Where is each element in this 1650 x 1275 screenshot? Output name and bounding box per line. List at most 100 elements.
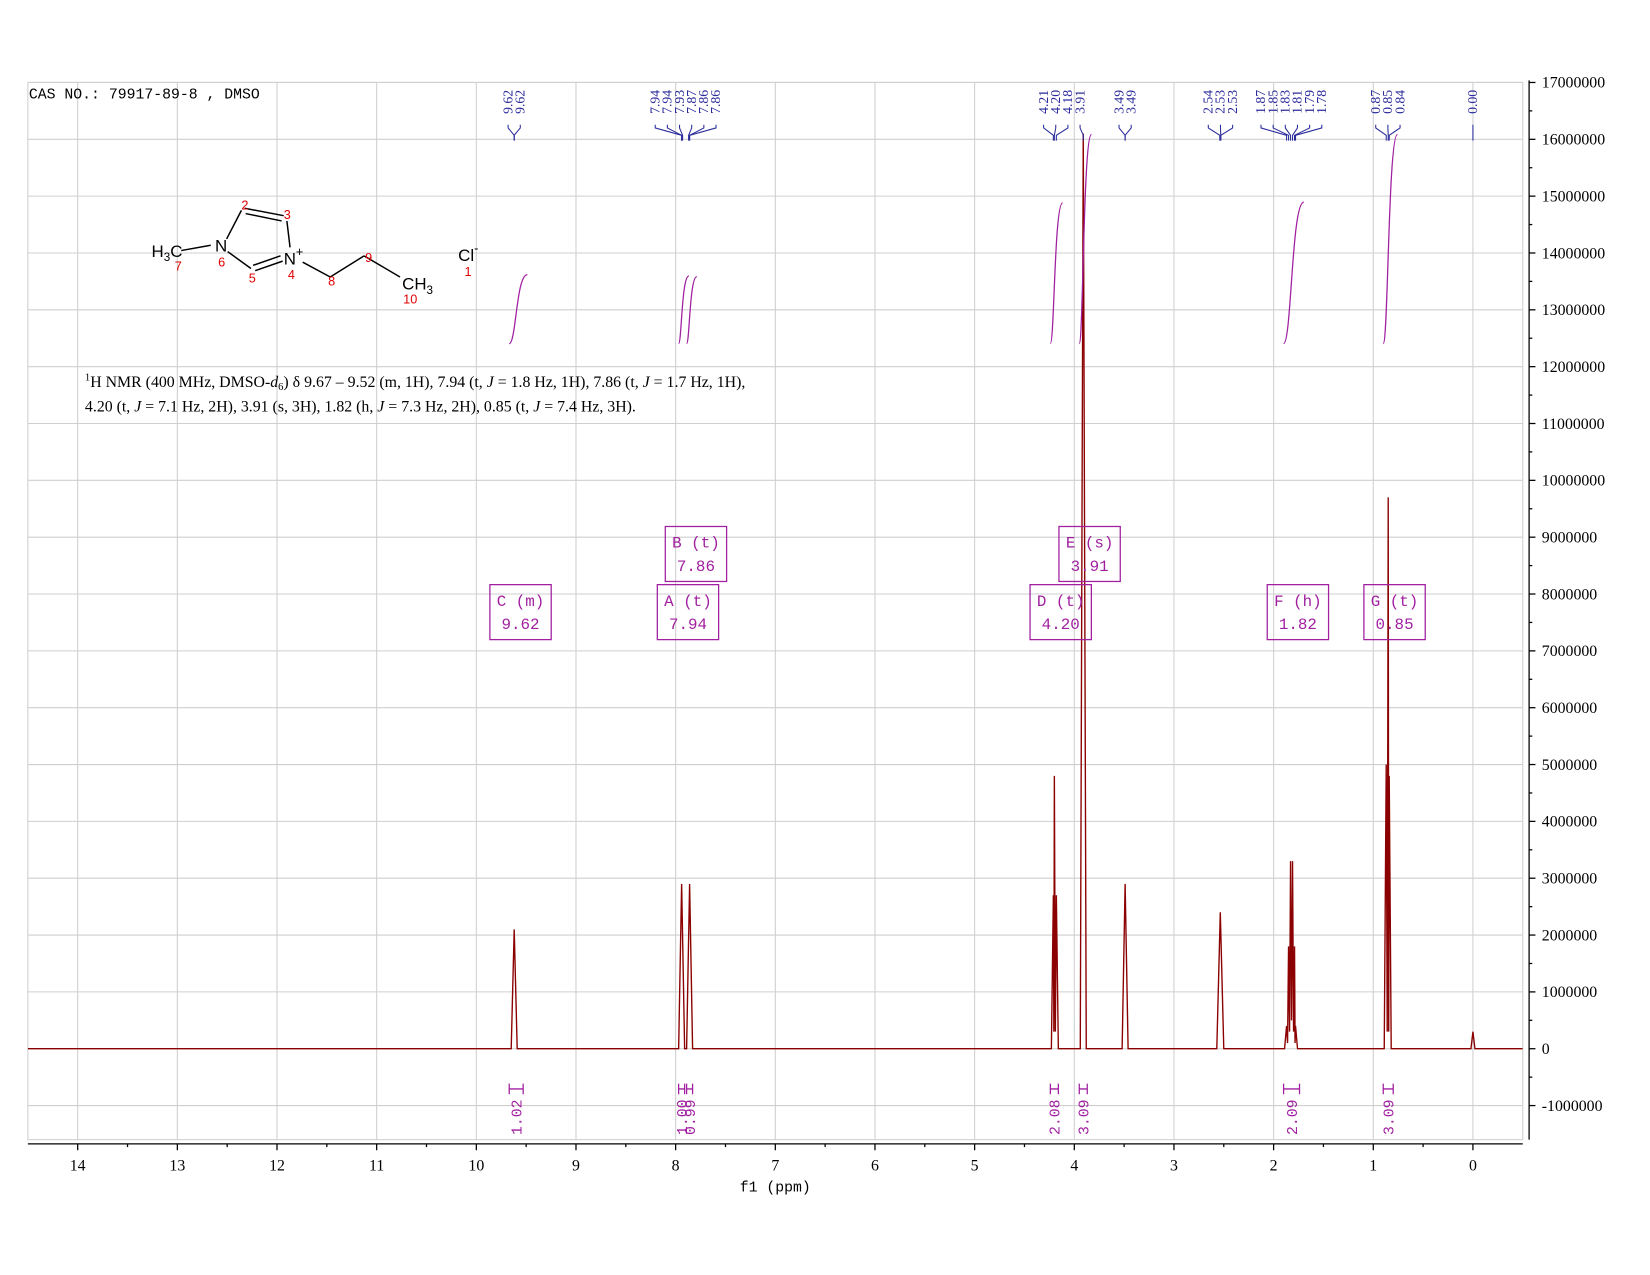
x-tick-label: 0 — [1469, 1157, 1477, 1174]
y-tick-label: 8000000 — [1542, 586, 1598, 603]
integral-bracket — [678, 1083, 686, 1095]
spectrum-line — [27, 133, 1523, 1050]
atom-sub: 3 — [164, 251, 170, 264]
multiplet-box — [1363, 584, 1426, 641]
multiplet-label: G (t) — [1371, 593, 1419, 611]
peak-connector — [1260, 124, 1288, 141]
integral-bracket — [685, 1083, 694, 1095]
y-tick-label: 9000000 — [1542, 529, 1598, 546]
desc-part: 4.20 (t, — [85, 398, 134, 415]
locant: 4 — [288, 268, 295, 282]
multiplet-shift: 1.82 — [1279, 616, 1317, 634]
multiplet-label: B (t) — [672, 535, 720, 553]
y-tick-label: 16000000 — [1542, 132, 1605, 149]
integral-curve — [1282, 201, 1305, 345]
x-tick-label: 2 — [1270, 1157, 1278, 1174]
peak-connector — [1043, 124, 1054, 141]
desc-part: H NMR (400 MHz, DMSO- — [90, 374, 270, 391]
integral-value: 2.08 — [1049, 1100, 1065, 1136]
peak-connector — [1053, 124, 1057, 141]
peak-label: 1.87 — [1253, 90, 1268, 114]
x-tick-label: 7 — [771, 1157, 779, 1174]
bond — [252, 255, 281, 267]
peak-label: 4.21 — [1036, 90, 1051, 114]
bond — [225, 210, 243, 240]
y-tick-label: 12000000 — [1542, 359, 1605, 376]
peak-label: 7.93 — [672, 90, 687, 114]
atom: N — [215, 237, 227, 256]
atom: N+ — [284, 245, 304, 268]
y-tick-label: 7000000 — [1542, 643, 1598, 660]
bond — [181, 244, 211, 252]
peak-label: 2.53 — [1225, 90, 1240, 114]
integral-value: 0.99 — [684, 1100, 700, 1136]
multiplet-label: D (t) — [1037, 593, 1085, 611]
atom: CH3 — [402, 275, 433, 297]
locant: 5 — [249, 271, 256, 285]
multiplet-box — [664, 525, 728, 583]
integral-curve — [1078, 133, 1093, 345]
peak-connector — [1272, 124, 1290, 141]
multiplet-shift: 7.86 — [677, 558, 715, 576]
integral-curve — [685, 275, 698, 345]
peak-label: 7.86 — [708, 90, 723, 114]
multiplet-box — [489, 584, 552, 641]
peak-label: 4.20 — [1048, 90, 1063, 114]
integral-curve — [1382, 133, 1399, 345]
integral-curve — [678, 275, 690, 345]
x-tick-label: 10 — [468, 1157, 484, 1174]
bond — [245, 212, 282, 222]
peak-connector — [507, 124, 515, 141]
atom-charge: + — [296, 245, 303, 259]
multiplet-shift: 0.85 — [1376, 616, 1414, 634]
peak-connector — [1295, 124, 1323, 141]
peak-label: 1.85 — [1265, 90, 1280, 114]
desc-part: J — [533, 398, 541, 415]
x-tick-label: 12 — [269, 1157, 285, 1174]
y-tick-label: 2000000 — [1542, 927, 1598, 944]
atom: Cl- — [458, 242, 478, 265]
multiplet-label: C (m) — [497, 593, 545, 611]
bond — [227, 251, 252, 270]
desc-part: J — [487, 374, 495, 391]
peak-label: 1.83 — [1278, 90, 1293, 114]
peak-label: 0.87 — [1368, 90, 1383, 114]
integral-value: 3.09 — [1383, 1100, 1399, 1136]
desc-part: 1 — [85, 373, 90, 384]
desc-part: = 1.8 Hz, 1H), 7.86 (t, — [494, 374, 643, 391]
header: CAS NO.: 79917-89-8 , DMSO — [29, 87, 260, 103]
desc-part: 6 — [278, 382, 283, 393]
multiplet-box — [1058, 525, 1121, 583]
peak-connector — [1284, 124, 1292, 141]
multiplet-box — [1029, 584, 1092, 641]
x-tick-label: 9 — [572, 1157, 580, 1174]
bond — [363, 255, 401, 278]
bond — [302, 261, 331, 278]
x-axis-label: f1 (ppm) — [740, 1180, 811, 1196]
integral-bracket — [1078, 1083, 1088, 1095]
x-tick-label: 1 — [1369, 1157, 1377, 1174]
locant: 7 — [175, 260, 182, 274]
desc-part: J — [134, 398, 142, 415]
peak-connector — [679, 124, 684, 141]
integral-bracket — [1382, 1083, 1394, 1095]
peak-connector — [1207, 124, 1221, 141]
desc-part: J — [377, 398, 385, 415]
y-tick-label: 10000000 — [1542, 473, 1605, 490]
atom-sub: 3 — [427, 284, 433, 297]
peak-label: 3.49 — [1123, 90, 1138, 114]
grid — [27, 80, 1536, 1151]
multiplet-shift: 7.94 — [669, 616, 707, 634]
multiplet-box — [1266, 584, 1330, 641]
multiplet-label: E (s) — [1066, 535, 1114, 553]
bond — [286, 220, 291, 248]
peak-connector — [1124, 124, 1132, 141]
y-tick-label: 13000000 — [1542, 302, 1605, 319]
peak-connector — [1079, 124, 1084, 141]
peak-label: 3.49 — [1111, 90, 1126, 114]
atom-part: CH — [402, 275, 426, 294]
description-line: 4.20 (t, J = 7.1 Hz, 2H), 3.91 (s, 3H), … — [85, 398, 636, 415]
peak-label: 0.85 — [1380, 90, 1395, 114]
integral-value: 2.09 — [1286, 1100, 1302, 1136]
peak-label: 7.94 — [660, 90, 675, 114]
